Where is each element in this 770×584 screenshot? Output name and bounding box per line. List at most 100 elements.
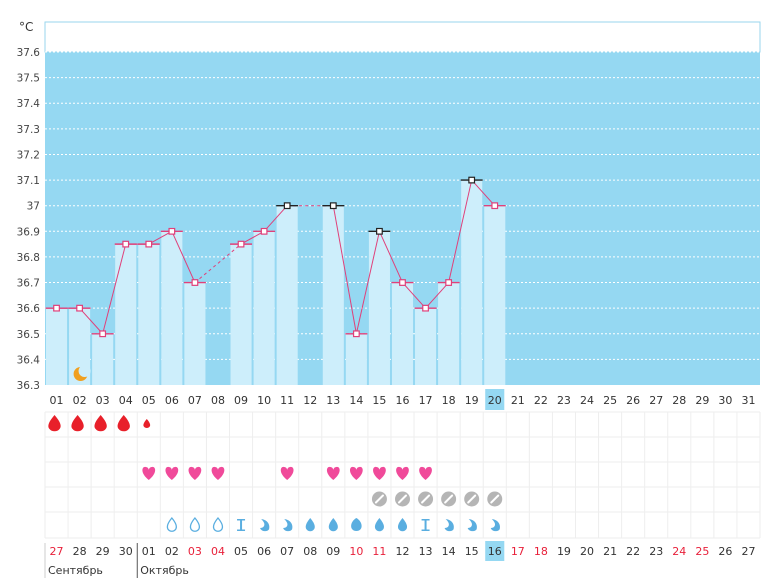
heart-icon xyxy=(188,466,202,480)
heart-icon xyxy=(142,466,156,480)
pill-icon-slash xyxy=(421,494,431,504)
date-label: 21 xyxy=(603,545,617,558)
blood-drop-icon xyxy=(117,415,130,432)
line-segment xyxy=(79,307,104,335)
blood-drop-icon xyxy=(48,415,61,432)
heart-icon xyxy=(349,466,363,480)
y-tick-label: 36.6 xyxy=(17,303,41,315)
blob-icon xyxy=(351,518,362,531)
temperature-bar xyxy=(184,282,206,385)
drop-icon xyxy=(397,518,408,532)
line-segment xyxy=(148,230,173,245)
day-label: 21 xyxy=(511,394,525,407)
data-point-marker xyxy=(445,279,453,286)
heart-icon xyxy=(211,466,225,480)
temperature-bar xyxy=(368,231,390,385)
day-label: 07 xyxy=(188,394,202,407)
pill-icon-slash xyxy=(467,494,477,504)
day-label: 17 xyxy=(419,394,433,407)
y-tick-label: 36.3 xyxy=(17,380,40,392)
date-label: 23 xyxy=(649,545,663,558)
y-tick-label: 37.2 xyxy=(17,149,40,161)
data-point-marker xyxy=(122,240,130,248)
blood-drop-icon xyxy=(143,419,151,428)
day-label: 30 xyxy=(718,394,732,407)
y-tick-label: 36.5 xyxy=(17,329,40,341)
day-label: 23 xyxy=(557,394,571,407)
date-label: 17 xyxy=(511,545,525,558)
day-label: 24 xyxy=(580,394,594,407)
day-label: 29 xyxy=(695,394,709,407)
data-point-marker xyxy=(53,304,60,312)
unit-label: °C xyxy=(19,20,33,34)
data-point-marker xyxy=(468,176,476,184)
date-label: 10 xyxy=(349,545,363,558)
day-label: 14 xyxy=(349,394,363,407)
data-point-marker xyxy=(399,279,406,286)
temperature-bar xyxy=(138,244,160,385)
temperature-bar xyxy=(230,244,252,385)
date-label: 12 xyxy=(396,545,410,558)
date-label: 14 xyxy=(442,545,456,558)
date-label: 27 xyxy=(741,545,755,558)
data-point-marker xyxy=(422,304,429,312)
pill-icon-slash xyxy=(398,494,407,504)
day-label: 02 xyxy=(73,394,87,407)
line-segment xyxy=(355,231,380,334)
y-tick-label: 37.3 xyxy=(17,124,40,136)
date-label: 03 xyxy=(188,545,202,558)
day-label-highlight xyxy=(485,389,505,410)
day-label: 06 xyxy=(165,394,179,407)
y-tick-label: 37.6 xyxy=(17,47,41,59)
day-label: 08 xyxy=(211,394,225,407)
heart-icon xyxy=(419,466,432,480)
date-label: 05 xyxy=(234,545,248,558)
drop-outline-icon xyxy=(189,516,201,532)
curl-icon xyxy=(260,519,270,532)
temperature-bar xyxy=(161,231,183,385)
temperature-bar xyxy=(438,282,460,385)
date-label: 30 xyxy=(119,545,133,558)
drop-outline-icon xyxy=(166,516,178,532)
dashed-segment xyxy=(194,243,242,283)
day-label: 18 xyxy=(442,394,456,407)
date-label: 01 xyxy=(142,545,156,558)
temperature-bar xyxy=(345,333,367,385)
pill-icon-slash xyxy=(374,494,384,504)
day-label: 26 xyxy=(626,394,640,407)
date-label: 27 xyxy=(50,545,64,558)
month-label: Октябрь xyxy=(140,564,189,577)
pill-icon-slash xyxy=(490,494,500,504)
date-label: 29 xyxy=(96,545,110,558)
temperature-bar xyxy=(276,205,298,385)
date-label: 04 xyxy=(211,545,225,558)
date-label: 15 xyxy=(465,545,479,558)
date-label: 26 xyxy=(718,545,732,558)
date-label: 18 xyxy=(534,545,548,558)
curl-icon xyxy=(444,519,454,532)
date-label: 24 xyxy=(672,545,686,558)
curl-icon xyxy=(283,519,293,532)
month-label: Сентябрь xyxy=(48,564,103,577)
y-tick-label: 36.7 xyxy=(17,278,40,290)
date-label: 25 xyxy=(695,545,709,558)
date-label: 20 xyxy=(580,545,594,558)
line-segment xyxy=(332,205,357,334)
day-label: 10 xyxy=(257,394,271,407)
date-label: 08 xyxy=(303,545,317,558)
blood-drop-icon xyxy=(94,415,107,432)
heart-icon xyxy=(396,466,409,480)
drop-outline-icon xyxy=(212,516,224,532)
line-segment xyxy=(402,282,426,309)
pill-icon-slash xyxy=(444,494,454,504)
date-label: 09 xyxy=(326,545,340,558)
data-point-marker xyxy=(168,227,176,235)
day-label: 01 xyxy=(50,394,64,407)
temperature-bar xyxy=(415,308,437,385)
date-label: 19 xyxy=(557,545,571,558)
day-label: 15 xyxy=(372,394,386,407)
day-label: 27 xyxy=(649,394,663,407)
day-label: 25 xyxy=(603,394,617,407)
date-label: 22 xyxy=(626,545,640,558)
date-label: 28 xyxy=(73,545,87,558)
